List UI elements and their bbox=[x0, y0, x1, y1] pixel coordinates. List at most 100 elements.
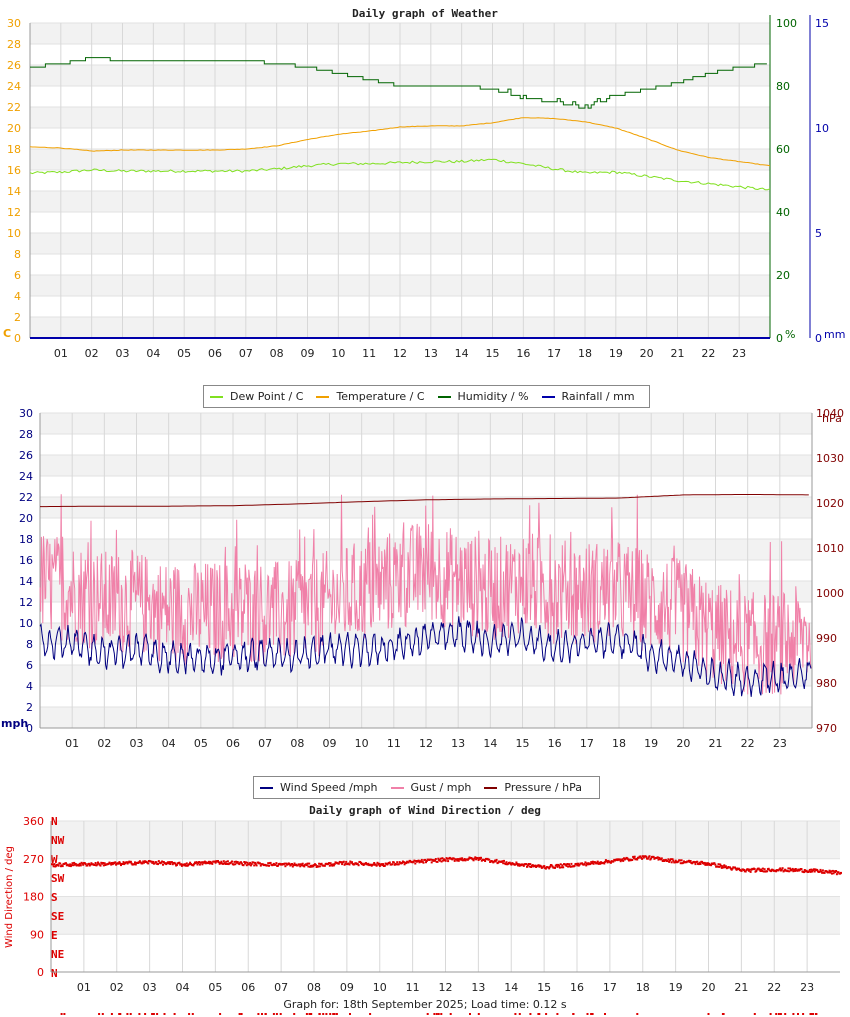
direction-point bbox=[526, 864, 529, 867]
direction-marker bbox=[272, 1013, 275, 1015]
direction-point bbox=[743, 869, 745, 871]
direction-point bbox=[242, 864, 245, 867]
direction-point bbox=[133, 863, 136, 866]
direction-marker bbox=[333, 1013, 336, 1015]
direction-point bbox=[548, 867, 551, 870]
direction-point bbox=[285, 862, 288, 865]
direction-point bbox=[704, 863, 707, 866]
direction-point bbox=[382, 863, 385, 866]
direction-point bbox=[341, 863, 344, 866]
direction-point bbox=[763, 868, 766, 871]
direction-marker bbox=[293, 1013, 296, 1015]
direction-point bbox=[73, 861, 76, 864]
direction-point bbox=[787, 867, 790, 870]
direction-point bbox=[320, 862, 323, 865]
legend-item-rainfall: Rainfall / mm bbox=[541, 390, 635, 403]
direction-point bbox=[169, 863, 172, 865]
direction-marker bbox=[261, 1013, 263, 1015]
direction-point bbox=[193, 862, 196, 865]
direction-point bbox=[755, 870, 758, 872]
x-tick-label: 22 bbox=[767, 981, 781, 994]
direction-point bbox=[160, 861, 163, 864]
wind-legend: Wind Speed /mph Gust / mph Pressure / hP… bbox=[253, 776, 600, 799]
direction-point bbox=[109, 862, 112, 865]
direction-marker bbox=[572, 1013, 575, 1015]
direction-point bbox=[528, 865, 531, 868]
direction-point bbox=[360, 861, 362, 864]
direction-point bbox=[249, 861, 252, 864]
x-tick-label: 13 bbox=[451, 737, 465, 750]
direction-point bbox=[180, 863, 182, 866]
direction-point bbox=[840, 871, 842, 874]
x-tick-label: 02 bbox=[85, 347, 99, 360]
direction-point bbox=[457, 859, 460, 862]
direction-marker bbox=[802, 1013, 805, 1015]
direction-point bbox=[474, 856, 477, 859]
direction-point bbox=[767, 867, 770, 870]
direction-point bbox=[248, 863, 251, 866]
direction-point bbox=[516, 862, 519, 865]
right-tick-label: 0 bbox=[776, 332, 783, 345]
direction-point bbox=[254, 863, 257, 866]
direction-point bbox=[460, 858, 463, 861]
direction-point bbox=[189, 861, 192, 864]
direction-point bbox=[510, 863, 513, 866]
direction-point bbox=[119, 862, 122, 865]
direction-marker bbox=[477, 1013, 480, 1015]
x-tick-label: 19 bbox=[669, 981, 683, 994]
direction-point bbox=[820, 870, 823, 873]
direction-point bbox=[592, 862, 595, 865]
direction-point bbox=[185, 862, 188, 865]
direction-point bbox=[456, 859, 459, 862]
left-tick-label: 20 bbox=[19, 512, 33, 525]
direction-point bbox=[573, 864, 576, 867]
direction-marker bbox=[556, 1013, 559, 1015]
direction-point bbox=[641, 855, 644, 858]
left-tick-label: 10 bbox=[7, 227, 21, 240]
compass-label: NE bbox=[51, 948, 64, 961]
direction-point bbox=[233, 860, 236, 863]
direction-marker bbox=[433, 1013, 436, 1015]
direction-point bbox=[71, 862, 74, 865]
direction-point bbox=[122, 861, 125, 864]
direction-point bbox=[86, 864, 89, 867]
direction-point bbox=[300, 864, 303, 867]
direction-marker bbox=[636, 1013, 639, 1015]
direction-marker bbox=[138, 1013, 141, 1015]
direction-point bbox=[208, 862, 211, 865]
direction-point bbox=[527, 863, 530, 865]
direction-point bbox=[69, 863, 72, 866]
direction-marker bbox=[722, 1013, 725, 1015]
direction-point bbox=[483, 858, 486, 861]
legend-label: Temperature / C bbox=[336, 390, 425, 403]
direction-point bbox=[835, 873, 838, 876]
direction-point bbox=[52, 865, 55, 868]
series-line-gust bbox=[39, 494, 812, 695]
right-tick-label: 80 bbox=[776, 80, 790, 93]
direction-point bbox=[598, 861, 601, 864]
direction-marker bbox=[545, 1013, 548, 1015]
direction-point bbox=[667, 858, 670, 861]
direction-point bbox=[575, 862, 578, 865]
legend-swatch bbox=[260, 786, 273, 789]
direction-point bbox=[129, 860, 132, 863]
x-tick-label: 08 bbox=[290, 737, 304, 750]
direction-point bbox=[81, 862, 84, 865]
x-tick-label: 11 bbox=[362, 347, 376, 360]
direction-point bbox=[813, 870, 816, 873]
direction-point bbox=[417, 859, 420, 862]
legend-item-wind-speed: Wind Speed /mph bbox=[260, 781, 378, 794]
direction-marker bbox=[604, 1013, 606, 1015]
direction-point bbox=[670, 861, 673, 864]
legend-item-dew-point: Dew Point / C bbox=[210, 390, 303, 403]
x-tick-label: 13 bbox=[424, 347, 438, 360]
direction-point bbox=[250, 863, 253, 866]
direction-point bbox=[349, 860, 352, 863]
left-axis-label: C bbox=[3, 327, 11, 340]
left-tick-label: 24 bbox=[19, 470, 33, 483]
direction-point bbox=[275, 862, 278, 865]
direction-marker bbox=[264, 1013, 267, 1015]
direction-point bbox=[383, 864, 386, 867]
direction-point bbox=[514, 863, 517, 866]
direction-marker bbox=[129, 1013, 132, 1015]
